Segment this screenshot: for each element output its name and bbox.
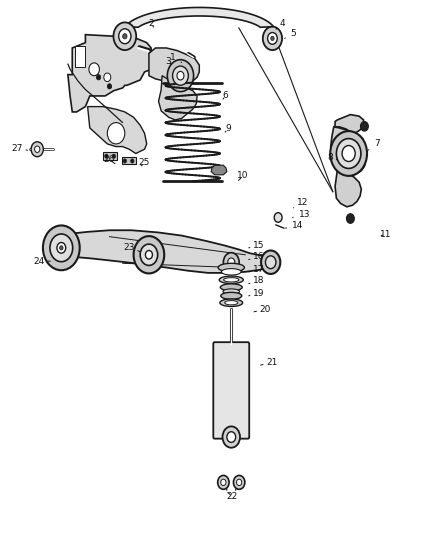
Polygon shape (68, 35, 151, 112)
Circle shape (227, 432, 236, 442)
Circle shape (107, 123, 125, 144)
Circle shape (167, 60, 194, 92)
Polygon shape (159, 76, 197, 120)
Circle shape (274, 213, 282, 222)
Circle shape (140, 244, 158, 265)
Text: 15: 15 (249, 241, 264, 249)
Text: 10: 10 (237, 172, 249, 180)
Circle shape (57, 243, 66, 253)
Text: 2: 2 (148, 20, 154, 28)
Circle shape (134, 236, 164, 273)
Polygon shape (331, 127, 366, 175)
Circle shape (96, 75, 101, 80)
Circle shape (233, 475, 245, 489)
Circle shape (123, 159, 127, 163)
Ellipse shape (218, 263, 244, 272)
Ellipse shape (219, 276, 244, 284)
Circle shape (43, 225, 80, 270)
Polygon shape (53, 230, 276, 273)
Text: 21: 21 (261, 358, 277, 367)
Circle shape (223, 426, 240, 448)
Polygon shape (211, 165, 227, 175)
Text: 3: 3 (166, 57, 172, 66)
Ellipse shape (220, 299, 243, 306)
Ellipse shape (222, 269, 241, 275)
Circle shape (263, 27, 282, 50)
Polygon shape (122, 157, 136, 164)
Text: 17: 17 (249, 265, 264, 273)
Polygon shape (335, 115, 364, 133)
Ellipse shape (220, 284, 242, 290)
Text: 16: 16 (249, 253, 264, 261)
Circle shape (360, 122, 368, 131)
Circle shape (113, 22, 136, 50)
Circle shape (221, 479, 226, 486)
Text: 19: 19 (249, 289, 264, 297)
Circle shape (228, 258, 235, 266)
FancyBboxPatch shape (213, 342, 249, 439)
Ellipse shape (225, 301, 238, 305)
Polygon shape (335, 171, 361, 207)
Text: 7: 7 (368, 140, 380, 150)
Circle shape (123, 34, 127, 39)
Text: 23: 23 (124, 244, 140, 252)
Circle shape (336, 139, 361, 168)
Text: 24: 24 (34, 257, 50, 265)
Circle shape (271, 36, 274, 41)
Text: 25: 25 (139, 158, 150, 167)
Circle shape (131, 159, 134, 163)
Circle shape (173, 66, 188, 85)
Circle shape (330, 131, 367, 176)
Polygon shape (103, 152, 117, 160)
Circle shape (223, 253, 239, 272)
Circle shape (35, 146, 40, 152)
Text: 1: 1 (170, 53, 182, 62)
Text: 6: 6 (223, 92, 229, 100)
Text: 5: 5 (285, 29, 297, 38)
Circle shape (119, 29, 131, 44)
Text: 11: 11 (380, 230, 391, 239)
Circle shape (89, 63, 99, 76)
Circle shape (60, 246, 63, 250)
Ellipse shape (221, 292, 242, 300)
Circle shape (31, 142, 43, 157)
Circle shape (346, 214, 354, 223)
Text: 8: 8 (328, 153, 337, 161)
Ellipse shape (223, 289, 240, 294)
Circle shape (265, 256, 276, 269)
Circle shape (50, 234, 73, 262)
Circle shape (145, 251, 152, 259)
Circle shape (177, 71, 184, 80)
Text: 27: 27 (12, 144, 28, 152)
Text: 12: 12 (293, 198, 308, 208)
Circle shape (268, 33, 277, 44)
Text: 9: 9 (225, 125, 231, 133)
Circle shape (104, 73, 111, 82)
Circle shape (237, 479, 242, 486)
Ellipse shape (224, 278, 239, 282)
Polygon shape (149, 48, 199, 88)
Text: 26: 26 (104, 156, 115, 164)
Circle shape (112, 154, 116, 158)
Circle shape (218, 475, 229, 489)
Polygon shape (125, 7, 274, 27)
Circle shape (342, 146, 355, 161)
Circle shape (261, 251, 280, 274)
Text: 4: 4 (276, 19, 285, 29)
Text: 18: 18 (249, 277, 264, 285)
Polygon shape (88, 107, 147, 154)
Bar (75, 46, 85, 67)
Text: 22: 22 (226, 492, 238, 501)
Text: 14: 14 (286, 221, 304, 230)
Text: 20: 20 (254, 305, 271, 313)
Text: 13: 13 (293, 210, 310, 219)
Circle shape (105, 154, 108, 158)
Circle shape (107, 84, 112, 89)
